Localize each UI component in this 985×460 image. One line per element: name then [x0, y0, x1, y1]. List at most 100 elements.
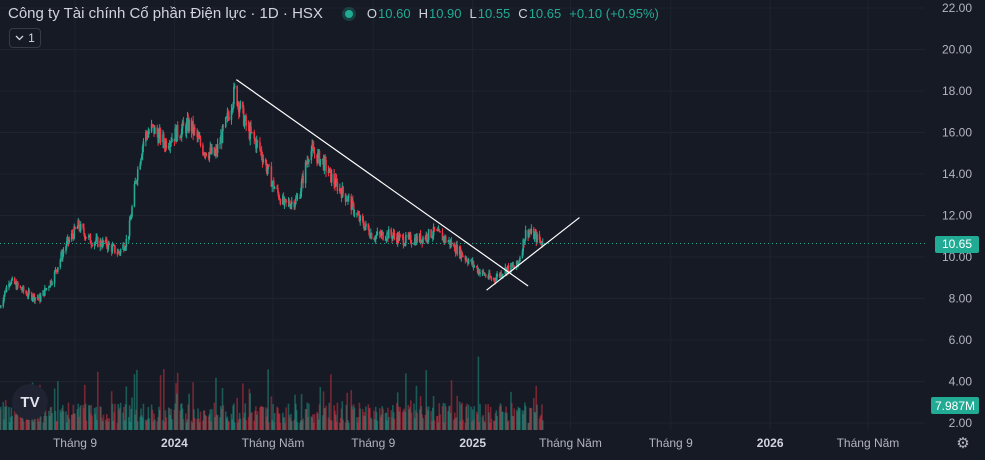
volume-bar — [202, 410, 205, 430]
candle-body — [422, 237, 424, 244]
candle-body — [11, 277, 14, 281]
candle-body — [196, 130, 199, 138]
candle-body — [330, 168, 332, 183]
candle-body — [475, 266, 478, 268]
volume-bar — [437, 422, 440, 430]
candle-body — [44, 287, 46, 296]
candle-body — [484, 274, 487, 277]
high-label: H — [418, 6, 428, 21]
candle-body — [36, 297, 39, 299]
candle-body — [202, 153, 205, 155]
volume-bar — [145, 419, 147, 430]
time-axis[interactable]: Tháng 9 2024 Tháng Năm Tháng 9 2025 Tháng Năm… — [53, 436, 899, 450]
candle-body — [444, 236, 447, 242]
volume-bar — [482, 414, 485, 430]
candle-body — [173, 138, 176, 142]
candle-body — [409, 234, 411, 236]
candle-body — [136, 180, 138, 182]
volume-bar — [443, 422, 445, 430]
candle-body — [70, 233, 73, 240]
volume-bar — [312, 414, 314, 430]
volume-bar — [393, 418, 396, 430]
candle-body — [20, 287, 22, 290]
volume-bar — [333, 405, 335, 430]
tradingview-logo-icon[interactable]: TV — [12, 384, 48, 420]
candle-body — [413, 243, 415, 245]
candle-body — [409, 234, 412, 244]
candle-body — [488, 273, 490, 279]
volume-bar — [222, 405, 225, 430]
candle-body — [312, 147, 315, 153]
candle-body — [393, 232, 396, 237]
candle-body — [437, 229, 440, 232]
volume-bar — [330, 374, 332, 430]
volume-bar — [533, 397, 535, 430]
candle-body — [489, 277, 492, 279]
volume-bar — [174, 403, 177, 430]
volume-bar — [367, 404, 370, 430]
candle-body — [127, 236, 130, 240]
candle-body — [94, 241, 97, 244]
volume-bar — [470, 406, 472, 430]
candle-body — [165, 140, 168, 149]
volume-bar — [339, 422, 341, 430]
candle-body — [249, 126, 251, 139]
volume-bar — [392, 405, 394, 430]
volume-bar — [438, 403, 441, 430]
candle-body — [391, 235, 393, 239]
volume-bar — [119, 402, 122, 430]
candle-body — [68, 239, 71, 243]
candle-body — [186, 117, 189, 123]
candle-body — [504, 267, 507, 275]
candle-body — [449, 240, 451, 246]
volume-bar — [10, 407, 13, 430]
volume-bar — [215, 414, 218, 430]
volume-bar — [448, 405, 450, 430]
candle-body — [39, 295, 42, 302]
symbol-title[interactable]: Công ty Tài chính Cổ phần Điện lực · 1D … — [8, 5, 323, 22]
price-axis[interactable]: 22.00 20.00 18.00 16.00 14.00 12.00 10.00 8.00 6… — [942, 1, 972, 430]
volume-bar — [401, 412, 404, 430]
candle-body — [242, 107, 245, 126]
candle-body — [464, 256, 467, 260]
volume-bar — [308, 403, 310, 430]
candle-body — [439, 231, 441, 233]
last-price-tag: 10.65 — [935, 235, 979, 253]
x-tick-label: Tháng Năm — [539, 436, 602, 450]
volume-bar — [350, 390, 353, 430]
interval-label: 1 — [28, 31, 35, 45]
candle-body — [48, 286, 51, 288]
volume-bar — [181, 408, 184, 430]
volume-bar — [295, 410, 298, 430]
gear-icon[interactable]: ⚙ — [956, 435, 970, 452]
candle-body — [226, 113, 229, 117]
candle-body — [198, 135, 200, 139]
volume-bar — [489, 406, 492, 430]
candle-body — [433, 226, 436, 230]
volume-bar — [237, 419, 240, 430]
volume-bar — [111, 403, 114, 430]
candle-body — [14, 282, 17, 284]
close-label: C — [518, 6, 528, 21]
candle-body — [384, 239, 387, 241]
candle-body — [185, 125, 187, 134]
interval-button[interactable]: 1 — [9, 28, 41, 48]
volume-bar — [167, 407, 170, 430]
candle-body — [535, 232, 538, 243]
y-tick-label: 4.00 — [949, 375, 973, 389]
candle-body — [83, 227, 85, 234]
volume-bar — [124, 404, 127, 430]
volume-bar — [347, 420, 349, 430]
volume-bar — [466, 403, 468, 430]
volume-bar — [466, 417, 469, 430]
volume-bar — [450, 380, 453, 430]
candle-body — [222, 125, 225, 127]
candle-body — [278, 198, 281, 200]
candle-body — [459, 247, 462, 258]
volume-bar — [238, 412, 241, 430]
candle-body — [295, 197, 297, 204]
volume-bar — [141, 415, 143, 430]
trendlines[interactable] — [235, 79, 580, 291]
volume-bar — [407, 404, 410, 430]
